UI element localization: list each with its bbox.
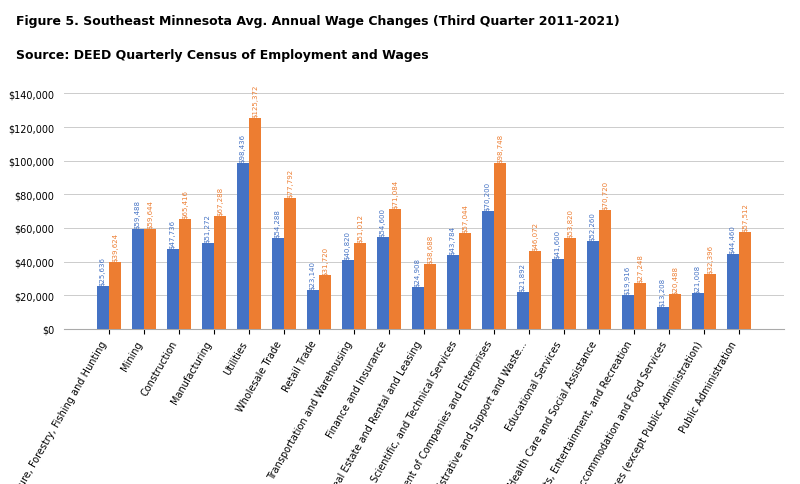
Bar [249, 119, 262, 329]
Bar [739, 233, 751, 329]
Text: $53,820: $53,820 [567, 209, 573, 238]
Text: $23,140: $23,140 [310, 260, 316, 289]
Text: $43,784: $43,784 [450, 226, 456, 255]
Text: $31,720: $31,720 [322, 246, 328, 275]
Text: $27,248: $27,248 [637, 254, 643, 283]
Text: $70,720: $70,720 [602, 181, 608, 210]
Text: Figure 5. Southeast Minnesota Avg. Annual Wage Changes (Third Quarter 2011-2021): Figure 5. Southeast Minnesota Avg. Annua… [16, 15, 620, 28]
Text: $77,792: $77,792 [287, 169, 293, 198]
Bar [237, 164, 249, 329]
Bar [272, 238, 284, 329]
Text: $57,044: $57,044 [462, 204, 468, 233]
Bar [377, 238, 389, 329]
Text: $51,272: $51,272 [205, 213, 211, 242]
Bar [166, 249, 179, 329]
Bar [446, 256, 459, 329]
Bar [564, 239, 576, 329]
Text: $40,820: $40,820 [345, 231, 351, 260]
Bar [552, 259, 564, 329]
Bar [622, 296, 634, 329]
Text: $19,916: $19,916 [625, 266, 631, 295]
Bar [284, 198, 296, 329]
Bar [202, 243, 214, 329]
Text: $59,644: $59,644 [147, 199, 153, 228]
Text: $54,600: $54,600 [380, 208, 386, 237]
Bar [726, 255, 739, 329]
Text: $41,600: $41,600 [555, 229, 561, 258]
Bar [354, 243, 366, 329]
Bar [494, 164, 506, 329]
Bar [669, 295, 682, 329]
Bar [692, 294, 704, 329]
Bar [132, 229, 144, 329]
Bar [424, 264, 436, 329]
Bar [459, 233, 471, 329]
Bar [517, 292, 529, 329]
Text: $13,208: $13,208 [660, 277, 666, 306]
Bar [306, 290, 319, 329]
Text: $25,636: $25,636 [100, 257, 106, 285]
Text: $20,488: $20,488 [672, 265, 678, 294]
Bar [586, 242, 599, 329]
Bar [657, 307, 669, 329]
Text: $32,396: $32,396 [707, 245, 713, 274]
Bar [109, 263, 122, 329]
Text: $71,084: $71,084 [392, 180, 398, 209]
Text: $125,372: $125,372 [252, 85, 258, 118]
Text: $67,288: $67,288 [217, 186, 223, 215]
Text: $57,512: $57,512 [742, 203, 748, 232]
Bar [319, 276, 331, 329]
Text: $65,416: $65,416 [182, 190, 188, 218]
Text: $46,072: $46,072 [532, 222, 538, 251]
Text: $47,736: $47,736 [170, 219, 176, 248]
Bar [342, 260, 354, 329]
Bar [144, 229, 156, 329]
Text: $24,908: $24,908 [415, 257, 421, 287]
Bar [482, 212, 494, 329]
Bar [412, 287, 424, 329]
Text: $98,748: $98,748 [497, 134, 503, 163]
Bar [634, 284, 646, 329]
Bar [97, 286, 109, 329]
Bar [599, 211, 611, 329]
Text: $51,012: $51,012 [357, 214, 363, 242]
Text: $21,892: $21,892 [520, 263, 526, 291]
Text: $38,688: $38,688 [427, 234, 433, 263]
Text: $70,200: $70,200 [485, 182, 491, 211]
Bar [529, 252, 542, 329]
Bar [389, 210, 402, 329]
Text: $59,488: $59,488 [135, 199, 141, 228]
Text: $52,260: $52,260 [590, 212, 596, 241]
Bar [704, 275, 716, 329]
Text: $98,436: $98,436 [240, 134, 246, 163]
Text: $21,008: $21,008 [695, 264, 701, 293]
Bar [179, 219, 191, 329]
Bar [214, 216, 226, 329]
Text: Source: DEED Quarterly Census of Employment and Wages: Source: DEED Quarterly Census of Employm… [16, 48, 429, 61]
Text: $39,624: $39,624 [112, 233, 118, 262]
Text: $44,460: $44,460 [730, 225, 736, 254]
Text: $54,288: $54,288 [275, 209, 281, 237]
